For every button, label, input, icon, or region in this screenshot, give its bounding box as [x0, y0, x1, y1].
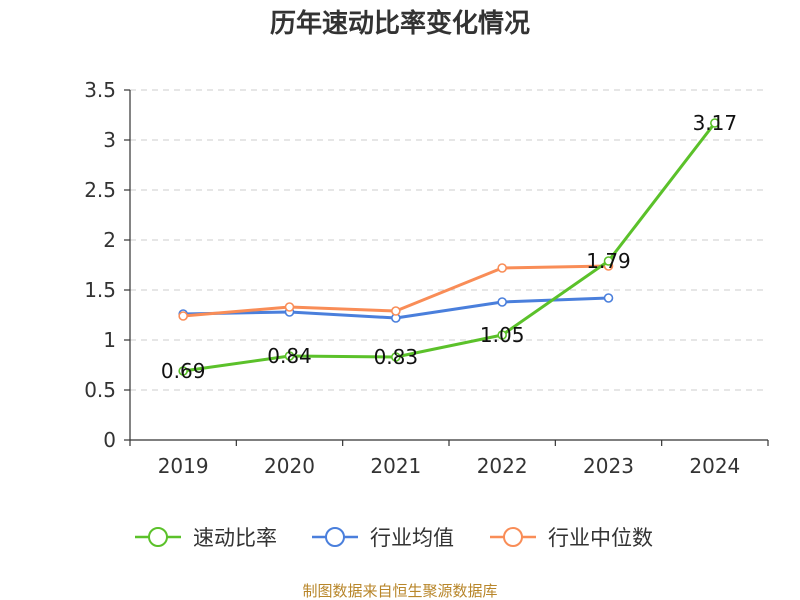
- legend-marker: [325, 527, 345, 547]
- legend: 速动比率 行业均值 行业中位数: [135, 526, 653, 550]
- series-line-0: [182, 122, 717, 373]
- x-tick-label: 2020: [264, 454, 315, 478]
- data-label: 3.17: [693, 111, 738, 135]
- data-point: [284, 351, 295, 361]
- data-label: 0.83: [374, 345, 419, 369]
- x-tick-label: 2023: [583, 454, 634, 478]
- data-labels: 0.69 0.84 0.83 1.05 1.79 3.17: [161, 111, 737, 383]
- data-label: 1.05: [480, 323, 525, 347]
- data-point: [178, 366, 188, 376]
- x-tick-label: 2021: [370, 454, 421, 478]
- x-tick-label: 2019: [158, 454, 209, 478]
- y-tick-label: 1: [103, 328, 116, 352]
- x-axis-ticks: 2019 2020 2021 2022 2023 2024: [129, 440, 769, 478]
- y-tick-label: 3.5: [84, 78, 116, 102]
- data-point: [497, 297, 507, 307]
- legend-label: 速动比率: [193, 526, 277, 550]
- data-label: 0.84: [267, 344, 312, 368]
- y-tick-label: 1.5: [84, 278, 116, 302]
- legend-marker: [503, 527, 523, 547]
- data-point: [284, 302, 295, 312]
- data-point: [497, 263, 507, 273]
- series-group: [178, 118, 720, 376]
- legend-label: 行业均值: [370, 526, 454, 550]
- source-note: 制图数据来自恒生聚源数据库: [302, 582, 497, 600]
- y-tick-label: 0.5: [84, 378, 116, 402]
- y-tick-label: 0: [103, 428, 116, 452]
- data-point: [603, 256, 614, 266]
- x-tick-label: 2022: [477, 454, 528, 478]
- y-axis-ticks: 0 0.5 1 1.5 2 2.5 3 3.5: [84, 78, 130, 452]
- chart-title: 历年速动比率变化情况: [270, 8, 530, 39]
- data-point: [497, 330, 507, 340]
- x-tick-label: 2024: [689, 454, 740, 478]
- data-point: [391, 306, 401, 316]
- legend-label: 行业中位数: [548, 526, 653, 550]
- data-point: [391, 352, 401, 362]
- legend-marker: [148, 527, 168, 547]
- data-point: [603, 293, 614, 303]
- data-point: [710, 118, 720, 128]
- data-point: [178, 311, 188, 321]
- axes: [129, 90, 768, 441]
- y-tick-label: 2: [103, 228, 116, 252]
- data-label: 0.69: [161, 359, 206, 383]
- y-tick-label: 2.5: [84, 178, 116, 202]
- y-tick-label: 3: [103, 128, 116, 152]
- data-label: 1.79: [586, 249, 631, 273]
